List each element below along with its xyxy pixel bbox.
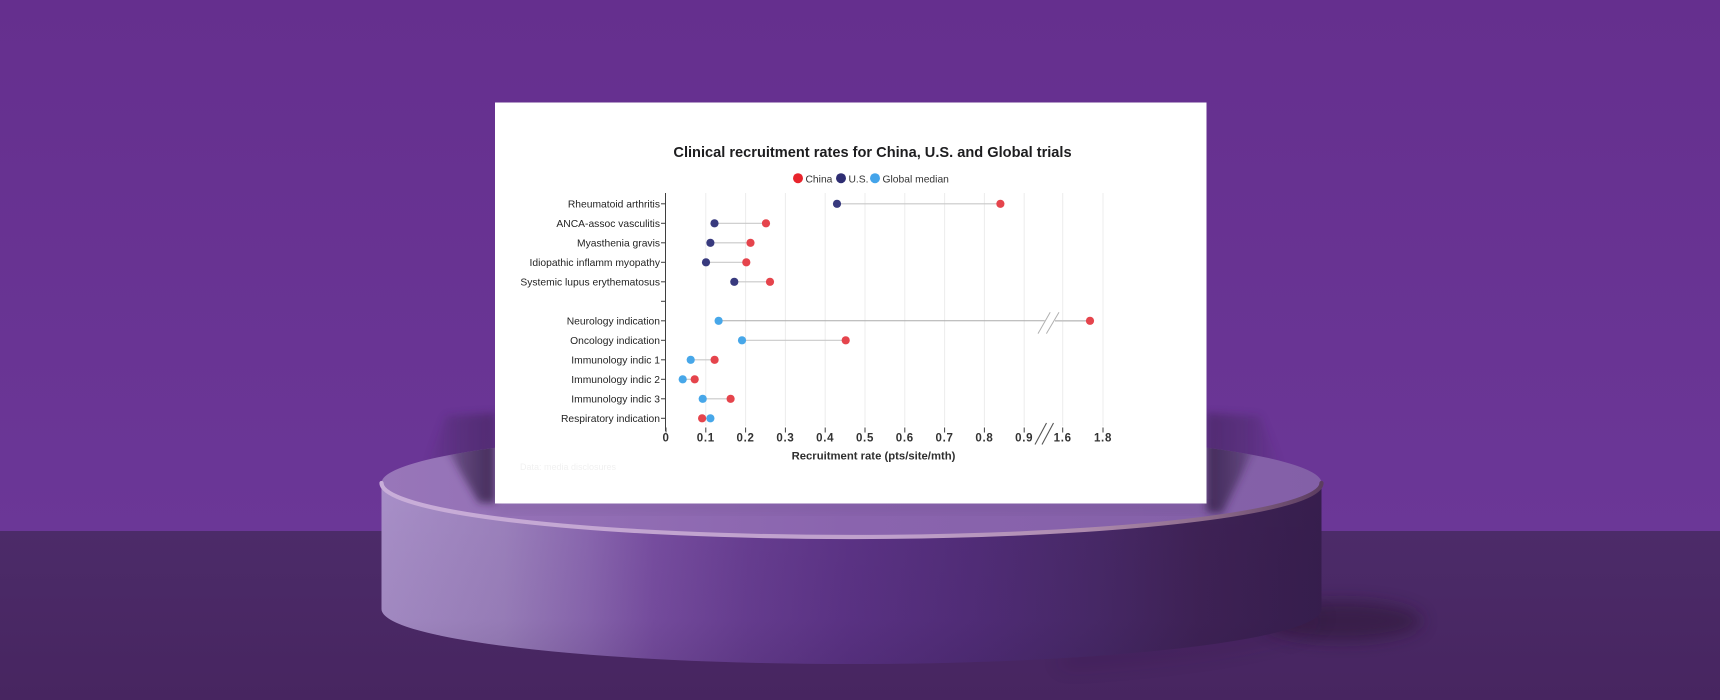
svg-text:Data: media disclosures: Data: media disclosures — [520, 462, 617, 472]
svg-text:Recruitment rate (pts/site/mth: Recruitment rate (pts/site/mth) — [792, 451, 956, 463]
svg-text:Immunology indic 1: Immunology indic 1 — [571, 356, 660, 367]
svg-text:Immunology indic 3: Immunology indic 3 — [571, 395, 660, 406]
svg-text:0.1: 0.1 — [697, 433, 715, 445]
svg-text:Rheumatoid arthritis: Rheumatoid arthritis — [568, 200, 660, 211]
svg-text:Immunology indic 2: Immunology indic 2 — [571, 375, 660, 386]
svg-text:China: China — [806, 175, 833, 186]
svg-text:Myasthenia gravis: Myasthenia gravis — [577, 239, 660, 250]
svg-text:ANCA-assoc vasculitis: ANCA-assoc vasculitis — [556, 219, 660, 230]
svg-text:0.4: 0.4 — [816, 433, 834, 445]
svg-text:U.S.: U.S. — [849, 175, 869, 186]
svg-text:0.5: 0.5 — [856, 433, 874, 445]
svg-text:0.9: 0.9 — [1015, 433, 1033, 445]
svg-text:0.3: 0.3 — [776, 433, 794, 445]
svg-text:0.2: 0.2 — [737, 433, 755, 445]
svg-text:Oncology indication: Oncology indication — [570, 336, 660, 347]
svg-text:Global median: Global median — [883, 175, 950, 186]
svg-text:Clinical recruitment rates for: Clinical recruitment rates for China, U.… — [673, 145, 1071, 161]
svg-text:1.8: 1.8 — [1094, 433, 1112, 445]
svg-text:Idiopathic inflamm myopathy: Idiopathic inflamm myopathy — [530, 258, 661, 269]
svg-text:1.6: 1.6 — [1054, 433, 1072, 445]
svg-text:0: 0 — [662, 433, 669, 445]
svg-text:0.8: 0.8 — [975, 433, 993, 445]
svg-text:0.6: 0.6 — [896, 433, 914, 445]
svg-text:Neurology indication: Neurology indication — [567, 317, 661, 328]
svg-text:Systemic lupus erythematosus: Systemic lupus erythematosus — [520, 278, 660, 289]
svg-text:0.7: 0.7 — [936, 433, 954, 445]
svg-text:Respiratory indication: Respiratory indication — [561, 414, 660, 425]
